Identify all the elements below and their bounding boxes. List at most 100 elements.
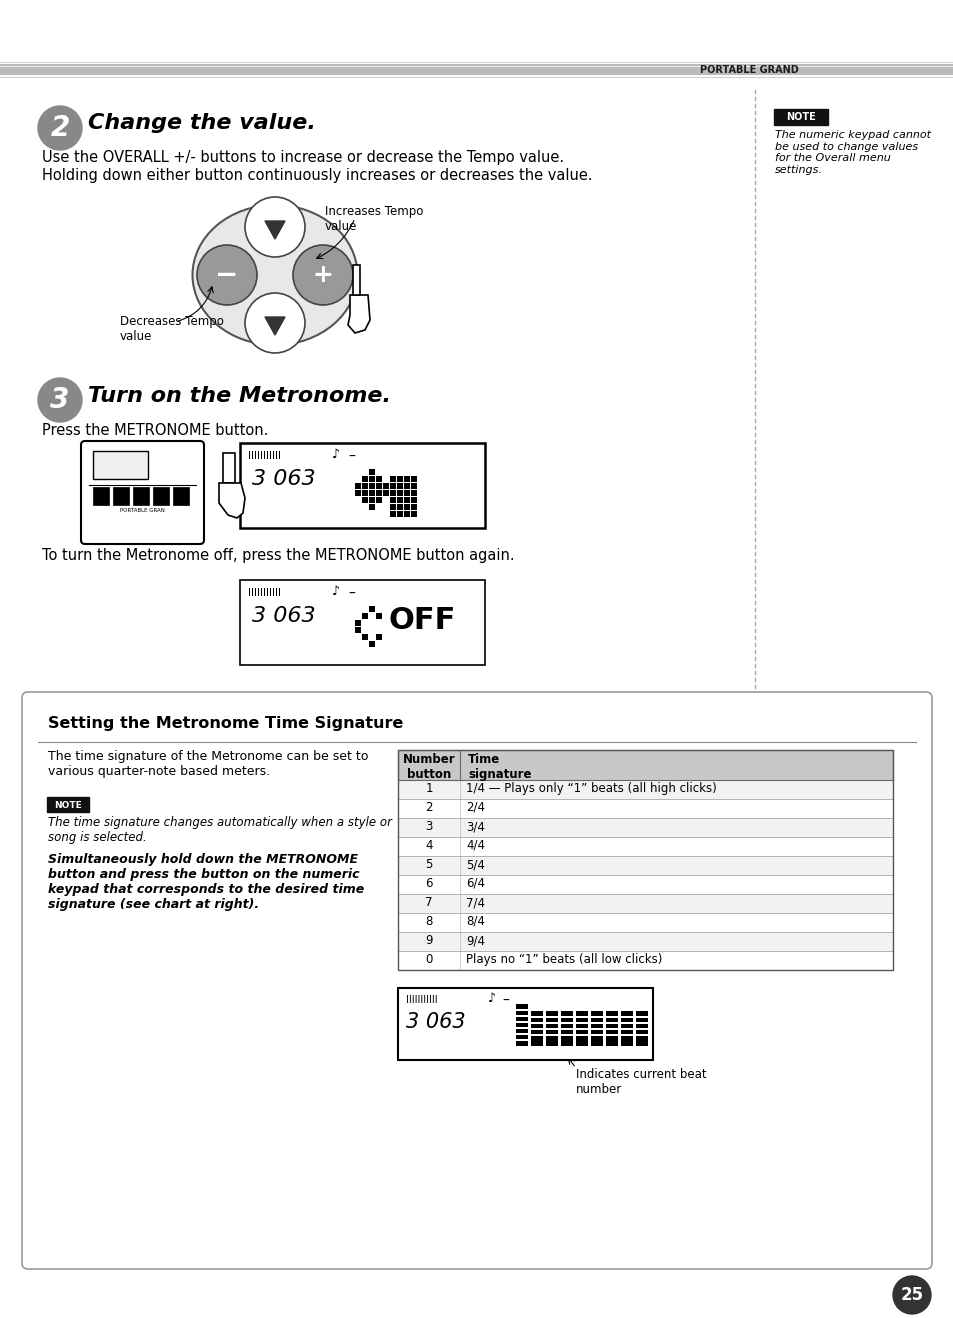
Bar [620,1011,633,1046]
Bar [397,894,892,913]
Bar [361,634,368,641]
Bar [531,1011,542,1046]
Bar [560,1021,573,1024]
Bar [382,482,389,489]
Bar [369,497,375,503]
Bar [590,1011,602,1046]
Bar [516,1004,527,1046]
Bar [403,476,410,482]
Bar [531,1021,542,1024]
Text: To turn the Metronome off, press the METRONOME button again.: To turn the Metronome off, press the MET… [42,548,514,563]
Bar [361,497,368,503]
Bar [411,503,416,510]
Text: –: – [348,449,355,464]
Bar [390,511,395,517]
Bar [576,1011,587,1046]
Bar [390,497,395,503]
FancyBboxPatch shape [92,451,148,478]
Bar [545,1021,558,1024]
Text: 6: 6 [425,876,433,890]
Bar [545,1028,558,1029]
Bar [516,1039,527,1040]
Bar [560,1035,573,1036]
Bar [590,1028,602,1029]
Text: Decreases Tempo
value: Decreases Tempo value [120,315,224,343]
Text: 0: 0 [425,953,433,966]
Bar [531,1035,542,1036]
Text: 1: 1 [425,782,433,795]
Text: Holding down either button continuously increases or decreases the value.: Holding down either button continuously … [42,167,592,183]
Bar [390,482,395,489]
Bar [152,486,169,505]
Bar [531,1028,542,1029]
Bar [516,1021,527,1023]
Bar [403,497,410,503]
Bar [361,476,368,482]
Text: 25: 25 [900,1286,923,1304]
Bar [396,476,402,482]
Bar [390,503,395,510]
Text: Plays no “1” beats (all low clicks): Plays no “1” beats (all low clicks) [465,953,661,966]
Bar [369,482,375,489]
Text: NOTE: NOTE [785,112,815,123]
Bar [636,1035,647,1036]
Bar [375,634,381,641]
Bar [369,469,375,474]
Bar [112,486,129,505]
Text: 9/4: 9/4 [465,934,484,948]
Bar [516,1015,527,1016]
Text: Use the OVERALL +/- buttons to increase or decrease the Tempo value.: Use the OVERALL +/- buttons to increase … [42,150,563,165]
Bar [605,1016,618,1017]
Bar [132,486,149,505]
Bar [411,497,416,503]
Bar [590,1021,602,1024]
Bar [355,619,360,626]
Text: NOTE: NOTE [54,800,82,809]
Bar [397,913,892,932]
Bar [560,1028,573,1029]
Bar [545,1011,558,1046]
Bar [403,511,410,517]
Bar [369,606,375,612]
Bar [375,476,381,482]
Bar [545,1016,558,1017]
Polygon shape [265,221,285,239]
Text: 2: 2 [51,113,70,142]
Text: Number
button: Number button [402,753,455,782]
Ellipse shape [193,206,357,345]
Bar [411,490,416,496]
Text: –: – [501,994,508,1008]
Text: ♪: ♪ [488,992,496,1006]
Bar [516,1027,527,1028]
Text: +: + [313,264,334,287]
Text: Setting the Metronome Time Signature: Setting the Metronome Time Signature [48,716,403,731]
Bar [355,490,360,496]
Bar [397,837,892,855]
Circle shape [196,245,256,304]
Bar [636,1028,647,1029]
Text: 6/4: 6/4 [465,876,484,890]
Text: PORTABLE GRAN: PORTABLE GRAN [119,507,164,513]
Text: 2: 2 [425,801,433,815]
Circle shape [38,378,82,422]
Text: Turn on the Metronome.: Turn on the Metronome. [88,386,391,406]
Bar [636,1021,647,1024]
Circle shape [245,293,305,353]
Bar [576,1035,587,1036]
Circle shape [245,196,305,257]
Bar [369,490,375,496]
Text: The time signature changes automatically when a style or
song is selected.: The time signature changes automatically… [48,816,392,844]
Bar [375,497,381,503]
Text: Simultaneously hold down the METRONOME
button and press the button on the numeri: Simultaneously hold down the METRONOME b… [48,853,364,911]
Bar [382,490,389,496]
Text: Time
signature: Time signature [468,753,531,782]
Text: ♪: ♪ [332,585,339,598]
Bar [397,750,892,780]
Bar [531,1016,542,1017]
Bar [92,486,109,505]
Bar [397,988,652,1060]
Text: 4/4: 4/4 [465,840,484,851]
Text: Press the METRONOME button.: Press the METRONOME button. [42,423,268,438]
Bar [355,482,360,489]
Bar [397,750,892,970]
